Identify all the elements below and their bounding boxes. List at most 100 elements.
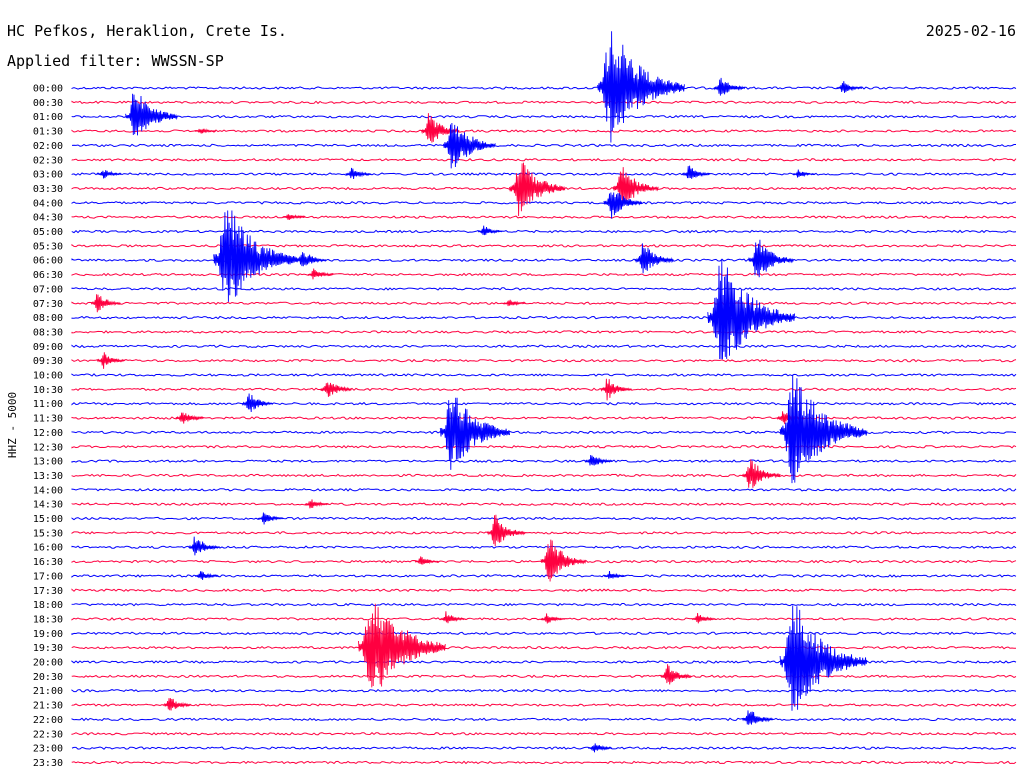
- seismic-event: [439, 611, 466, 624]
- seismic-event: [612, 167, 659, 205]
- time-tick-label: 16:00: [33, 543, 63, 554]
- trace-line: [71, 760, 1017, 765]
- seismic-event: [125, 93, 178, 136]
- seismic-event: [603, 192, 643, 219]
- time-tick-label: 01:00: [33, 112, 63, 123]
- time-tick-label: 08:00: [33, 313, 63, 324]
- trace-line: [71, 459, 1017, 463]
- trace-line: [71, 602, 1017, 607]
- time-tick-label: 06:30: [33, 270, 63, 281]
- time-tick-label: 13:30: [33, 471, 63, 482]
- trace-line: [71, 473, 1017, 478]
- time-tick-label: 04:00: [33, 198, 63, 209]
- trace-line: [71, 201, 1017, 205]
- seismic-event: [713, 77, 746, 96]
- seismic-event: [691, 612, 717, 624]
- trace-line: [71, 301, 1017, 305]
- seismic-event: [487, 514, 526, 547]
- seismic-event: [241, 393, 274, 413]
- trace-line: [71, 100, 1017, 105]
- seismic-event: [741, 710, 774, 725]
- trace-line: [71, 387, 1017, 392]
- trace-line: [71, 401, 1017, 406]
- trace-line: [71, 717, 1017, 722]
- trace-line: [71, 373, 1017, 377]
- trace-line: [71, 502, 1017, 506]
- seismic-traces: [71, 86, 1017, 765]
- time-tick-label: 00:00: [33, 84, 63, 95]
- seismic-event: [584, 454, 613, 466]
- channel-label: HHZ - 5000: [6, 392, 19, 458]
- seismic-event: [304, 499, 330, 509]
- seismic-event: [836, 81, 863, 93]
- time-tick-label: 19:30: [33, 643, 63, 654]
- time-tick-label: 00:30: [33, 98, 63, 109]
- seismic-event: [707, 259, 796, 360]
- trace-line: [71, 645, 1017, 650]
- seismic-event: [540, 613, 566, 624]
- seismic-event: [320, 382, 352, 397]
- time-tick-label: 22:00: [33, 715, 63, 726]
- time-tick-label: 10:30: [33, 385, 63, 396]
- seismic-event: [96, 170, 122, 179]
- seismic-event: [741, 459, 781, 488]
- trace-line: [71, 358, 1017, 363]
- seismic-event: [597, 31, 685, 143]
- trace-line: [71, 330, 1017, 334]
- time-tick-label: 23:00: [33, 744, 63, 755]
- trace-line: [71, 531, 1017, 535]
- trace-line: [71, 272, 1017, 277]
- trace-line: [71, 129, 1017, 133]
- time-tick-label: 23:30: [33, 758, 63, 769]
- seismic-event: [587, 743, 613, 753]
- time-tick-label: 03:00: [33, 170, 63, 181]
- seismic-event: [439, 397, 511, 470]
- time-tick-label: 10:00: [33, 371, 63, 382]
- seismic-event: [779, 374, 868, 484]
- filter-label: Applied filter: WWSSN-SP: [7, 52, 224, 70]
- time-tick-label: 17:00: [33, 571, 63, 582]
- time-tick-label: 04:30: [33, 213, 63, 224]
- time-tick-label: 09:30: [33, 356, 63, 367]
- seismic-event: [443, 122, 496, 169]
- time-tick-label: 19:00: [33, 629, 63, 640]
- time-tick-label: 14:30: [33, 500, 63, 511]
- seismic-event: [792, 169, 816, 178]
- time-tick-label: 07:30: [33, 299, 63, 310]
- time-tick-label: 05:00: [33, 227, 63, 238]
- seismic-event: [90, 294, 121, 313]
- trace-line: [71, 172, 1017, 176]
- seismic-events: [90, 31, 868, 753]
- time-tick-label: 07:00: [33, 284, 63, 295]
- time-tick-labels: 00:00 00:30 01:00 01:30 02:00 02:30 03:00 03:30…: [33, 84, 63, 769]
- seismic-event: [660, 664, 692, 685]
- trace-line: [71, 588, 1017, 592]
- time-tick-label: 09:00: [33, 342, 63, 353]
- time-tick-label: 18:00: [33, 600, 63, 611]
- trace-line: [71, 444, 1017, 449]
- time-tick-label: 03:30: [33, 184, 63, 195]
- time-tick-label: 22:30: [33, 729, 63, 740]
- time-tick-label: 11:30: [33, 414, 63, 425]
- time-tick-label: 02:00: [33, 141, 63, 152]
- seismic-event: [295, 252, 327, 267]
- time-tick-label: 12:00: [33, 428, 63, 439]
- trace-line: [71, 315, 1017, 320]
- trace-line: [71, 674, 1017, 679]
- seismic-event: [509, 162, 566, 217]
- seismic-event: [682, 165, 711, 179]
- trace-line: [71, 114, 1017, 119]
- seismic-event: [175, 412, 204, 424]
- time-tick-label: 08:30: [33, 327, 63, 338]
- trace-line: [71, 487, 1017, 492]
- time-tick-label: 20:00: [33, 658, 63, 669]
- seismic-event: [603, 571, 627, 579]
- seismic-event: [414, 556, 440, 565]
- trace-line: [71, 703, 1017, 707]
- station-title: HC Pefkos, Heraklion, Crete Is.: [7, 22, 287, 40]
- time-tick-label: 15:30: [33, 528, 63, 539]
- seismic-event: [477, 225, 503, 236]
- seismic-event: [213, 210, 298, 302]
- trace-line: [71, 688, 1017, 693]
